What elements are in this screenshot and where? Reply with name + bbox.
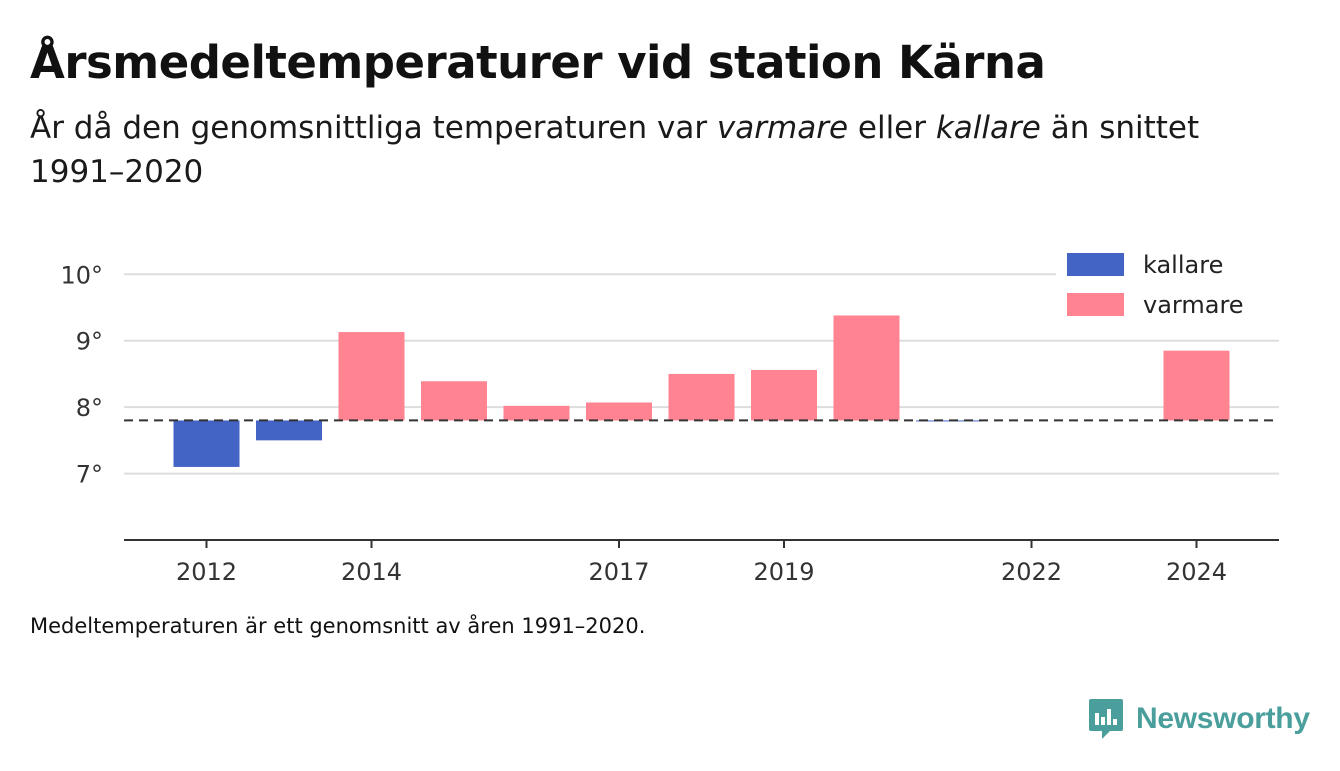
y-tick-label: 9° [76,328,103,356]
footnote: Medeltemperaturen är ett genomsnitt av å… [30,614,646,638]
x-tick-label: 2022 [1001,558,1062,586]
x-tick-label: 2019 [753,558,814,586]
legend-label-varmare: varmare [1143,291,1244,319]
x-tick-label: 2014 [341,558,402,586]
chart-title: Årsmedeltemperaturer vid station Kärna [30,36,1046,89]
chart-subtitle: År då den genomsnittliga temperaturen va… [30,106,1230,194]
bar-2019 [751,369,817,421]
subtitle-warm-word: varmare [716,110,849,146]
legend-swatch-kallare [1067,253,1124,276]
x-tick-label: 2024 [1166,558,1227,586]
bar-2018 [668,373,735,421]
bar-2012 [173,420,240,467]
bar-2015 [421,381,487,421]
newsworthy-logo-icon [1089,699,1123,739]
subtitle-part1: År då den genomsnittliga temperaturen va… [30,110,717,146]
bar-2024 [1163,350,1230,421]
bar-2017 [586,402,652,421]
bar-2016 [503,405,570,421]
x-tick-label: 2012 [176,558,237,586]
legend-swatch-varmare [1067,293,1124,316]
y-tick-label: 8° [76,394,103,422]
bar-2020 [833,315,900,421]
brand-logo: Newsworthy [1088,697,1310,741]
bar-2013 [256,420,322,441]
subtitle-cold-word: kallare [935,110,1041,146]
subtitle-part3: än snittet 1991–2020 [30,110,1200,190]
legend-label-kallare: kallare [1143,251,1223,279]
subtitle-part2: eller [848,110,936,146]
bar-2014 [338,332,405,421]
brand-name: Newsworthy [1136,702,1310,735]
y-tick-label: 7° [76,461,103,489]
x-tick-label: 2017 [588,558,649,586]
y-tick-label: 10° [60,261,103,289]
